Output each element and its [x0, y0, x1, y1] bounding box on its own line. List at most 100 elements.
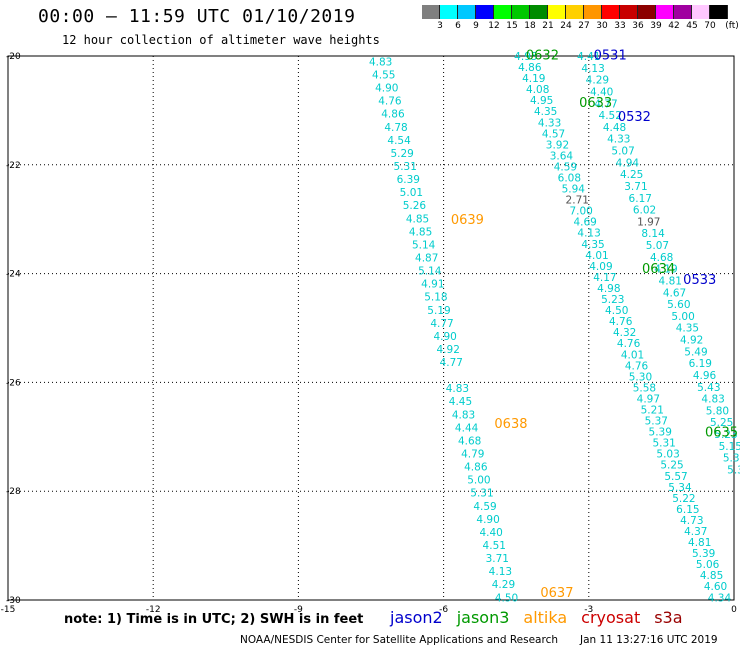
wave-height-point: 4.35 [534, 106, 557, 118]
color-swatch [422, 5, 440, 19]
wave-height-point: 5.00 [467, 475, 490, 487]
wave-height-point: 5.22 [672, 493, 695, 505]
wave-height-point: 6.39 [397, 174, 420, 186]
wave-height-point: 4.95 [514, 51, 537, 63]
wave-height-point: 4.60 [704, 581, 727, 593]
wave-height-point: 5.30 [629, 371, 652, 383]
wave-height-point: 4.78 [384, 122, 407, 134]
wave-height-point: 4.91 [421, 279, 444, 291]
wave-height-point: 4.83 [452, 409, 475, 421]
wave-height-point: 5.01 [400, 187, 423, 199]
wave-height-point: 5.03 [656, 449, 679, 461]
wave-height-point: 4.13 [489, 566, 512, 578]
wave-height-point: 4.29 [492, 579, 515, 591]
x-tick-label: -9 [294, 605, 303, 615]
color-swatch [458, 5, 476, 19]
wave-height-point: 3.92 [546, 139, 569, 151]
color-swatch [656, 5, 674, 19]
wave-height-point: 4.25 [620, 169, 643, 181]
wave-height-point: 4.86 [518, 62, 542, 74]
wave-height-point: 6.02 [633, 205, 656, 217]
grid-lines [7, 55, 735, 601]
axis-ticks: -15 -12 -9 -6 -3 0-20-22-24-26-28-30 [1, 52, 737, 615]
wave-height-point: 5.15 [719, 441, 740, 453]
wave-height-point: 4.76 [609, 316, 633, 328]
color-scale-tick: 45 [686, 21, 698, 31]
track-id-label: 0632 [526, 48, 559, 63]
wave-height-point: 5.37 [645, 416, 668, 428]
wave-height-point: 4.32 [613, 327, 636, 339]
wave-height-point: 5.31 [727, 464, 740, 476]
wave-height-point: 4.29 [586, 75, 609, 87]
color-swatch [638, 5, 656, 19]
wave-height-point: 5.31 [470, 488, 493, 500]
wave-height-point: 4.85 [406, 213, 429, 225]
wave-height-point: 6.17 [629, 193, 652, 205]
wave-height-point: 3.71 [624, 181, 647, 193]
wave-height-point: 4.90 [375, 83, 398, 95]
color-swatch [530, 5, 548, 19]
wave-height-point: 5.34 [668, 482, 692, 494]
wave-height-point: 4.59 [473, 501, 496, 513]
wave-height-point: 5.19 [427, 305, 450, 317]
wave-height-point: 5.94 [562, 184, 586, 196]
chart-subtitle: 12 hour collection of altimeter wave hei… [62, 33, 380, 47]
wave-height-point: 4.67 [663, 287, 686, 299]
wave-height-point: 4.77 [594, 98, 617, 110]
wave-height-point: 5.26 [403, 200, 427, 212]
wave-height-point: 4.85 [409, 226, 432, 238]
y-tick-label: -22 [6, 161, 21, 171]
x-tick-label: -15 [1, 605, 16, 615]
wave-height-point: 4.51 [483, 540, 506, 552]
wave-height-point: 5.58 [633, 382, 656, 394]
satellite-legend-item: s3a [654, 608, 683, 627]
track-id-label: 0634 [642, 262, 675, 277]
track-id-label: 0532 [618, 110, 651, 125]
wave-height-point: 4.83 [369, 56, 392, 68]
wave-height-point: 4.35 [676, 323, 699, 335]
color-scale-tick: 70 [704, 21, 716, 31]
wave-height-point: 4.50 [495, 592, 518, 604]
wave-height-point: 8.14 [641, 228, 665, 240]
wave-height-point: 7.00 [569, 206, 592, 218]
wave-height-point: 4.92 [437, 344, 460, 356]
wave-height-point: 6.15 [676, 504, 699, 516]
wave-height-point: 4.01 [585, 250, 608, 262]
color-scale-tick: 6 [455, 21, 461, 31]
wave-height-point: 4.94 [616, 157, 640, 169]
color-scale-tick: 30 [596, 21, 608, 31]
y-tick-label: -24 [6, 270, 21, 280]
wave-height-point: 4.33 [538, 117, 561, 129]
color-scale-tick: 3 [437, 21, 443, 31]
wave-height-point: 4.98 [597, 283, 620, 295]
track-id-label: 0639 [451, 213, 484, 228]
track-id-label: 0635 [705, 425, 738, 440]
wave-height-values: 4.834.554.904.764.864.784.545.295.316.39… [369, 51, 740, 604]
chart-title: 00:00 – 11:59 UTC 01/10/2019 [38, 6, 356, 27]
wave-height-point: 5.14 [418, 266, 442, 278]
wave-height-point: 4.81 [688, 537, 711, 549]
wave-height-point: 5.25 [710, 417, 733, 429]
wave-height-point: 4.77 [430, 318, 453, 330]
plot-area [7, 55, 735, 601]
satellite-legend-item: cryosat [581, 608, 641, 627]
wave-height-point: 5.00 [671, 311, 694, 323]
color-scale-tick: 18 [524, 21, 536, 31]
wave-height-point: 5.18 [424, 292, 447, 304]
wave-height-point: 6.19 [689, 358, 712, 370]
wave-height-point: 5.07 [611, 146, 634, 158]
wave-height-point: 4.86 [381, 109, 405, 121]
color-scale-tick: 15 [506, 21, 518, 31]
track-id-label: 0633 [579, 96, 612, 111]
wave-height-point: 6.08 [558, 173, 581, 185]
wave-height-point: 4.34 [708, 592, 732, 604]
satellite-legend-item: jason3 [456, 608, 510, 627]
wave-height-point: 4.86 [464, 462, 488, 474]
color-scale-tick: 33 [614, 21, 626, 31]
track-id-label: 0638 [494, 417, 527, 432]
color-swatch [620, 5, 638, 19]
wave-height-point: 4.13 [581, 63, 604, 75]
color-scale-tick: 39 [650, 21, 662, 31]
wave-height-point: 4.41 [577, 51, 600, 63]
y-tick-label: -26 [6, 378, 21, 388]
